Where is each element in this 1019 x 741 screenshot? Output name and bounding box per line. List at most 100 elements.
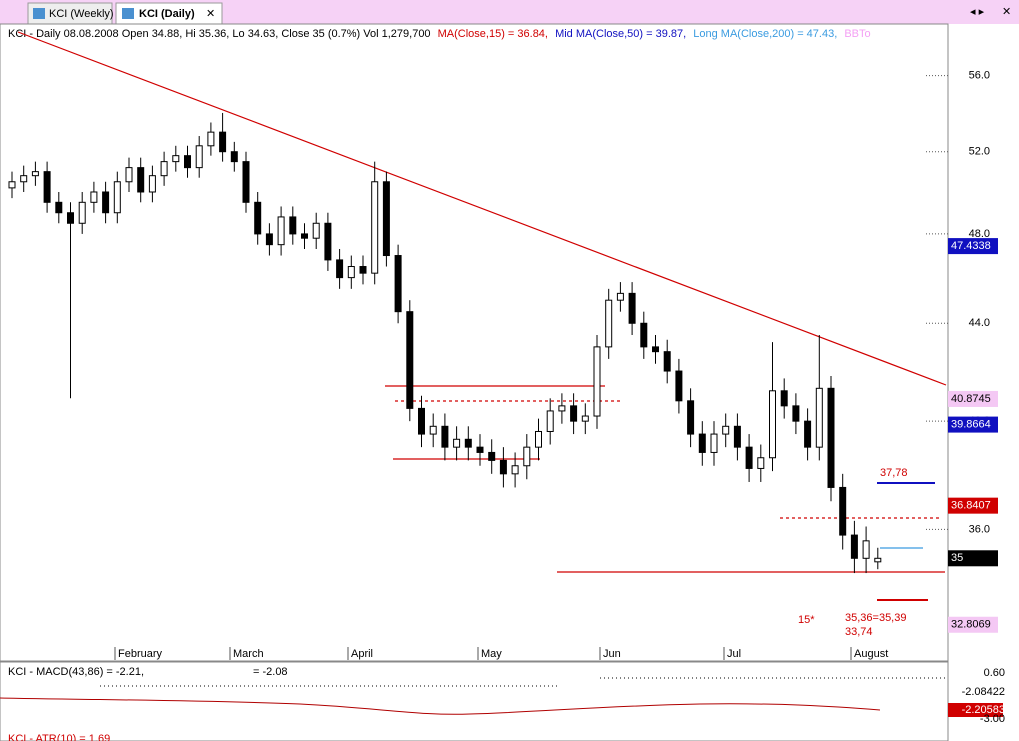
candle-body [67, 212, 74, 224]
candle-body [535, 430, 542, 448]
candle-body [184, 155, 191, 169]
tab-label: KCI (Daily) [139, 8, 195, 20]
candle-body [733, 425, 741, 448]
candle-body [55, 201, 63, 214]
candle-body [570, 405, 578, 422]
candle-body [511, 465, 519, 475]
candle-body [43, 171, 51, 203]
y-tick-label: 48.0 [969, 228, 990, 240]
candle-body [160, 161, 168, 177]
candles [8, 112, 882, 574]
nav-arrows[interactable]: ◂ ▸ [970, 6, 985, 18]
candle-body [722, 425, 730, 435]
candle-body [125, 167, 133, 183]
candle-body [441, 425, 449, 448]
candle-body [394, 255, 402, 313]
macd-line [0, 697, 881, 715]
close-button[interactable]: ✕ [1002, 6, 1011, 18]
candle-body [277, 216, 285, 246]
candle-body [640, 322, 648, 348]
macd-label: KCI - MACD(43,86) = -2.21, [8, 666, 144, 678]
candle-body [90, 191, 98, 203]
candle-body [137, 167, 145, 193]
candle-body [219, 131, 227, 153]
candle-body [628, 292, 636, 324]
candle-body [195, 145, 203, 169]
month-label: May [481, 648, 502, 660]
ma200: Long MA(Close,200) = 47.43, [693, 28, 837, 40]
annotation: 35,36=35,39 [845, 612, 906, 624]
price-label: 40.8745 [951, 393, 991, 405]
price-label-box [948, 416, 998, 433]
candle-body [593, 346, 601, 417]
candle-body [148, 175, 156, 193]
macd-tick-label: -2.20583 [962, 704, 1005, 716]
candle-body [371, 181, 379, 274]
month-label: August [854, 648, 888, 660]
header-line: KCI - Daily 08.08.2008 Open 34.88, Hi 35… [8, 28, 871, 40]
candle-body [20, 175, 28, 183]
price-label-box [948, 238, 998, 255]
candle-body [769, 390, 776, 459]
candle-body [698, 433, 706, 453]
price-label: 47.4338 [951, 240, 991, 252]
candle-body [804, 420, 812, 448]
candle-body [464, 438, 472, 448]
candle-body [827, 387, 835, 488]
candle-body [757, 457, 765, 469]
month-label: April [351, 648, 373, 660]
candle-body [499, 459, 507, 475]
annotation: 37,78 [880, 467, 908, 479]
tab[interactable]: KCI (Daily) ✕ [115, 2, 223, 25]
price-label: 35 [951, 552, 963, 564]
candle-body [862, 540, 870, 559]
ma15: MA(Close,15) = 36.84, [438, 28, 548, 40]
month-label: February [118, 648, 163, 660]
candle-body [336, 259, 344, 279]
annotation: 15* [798, 614, 815, 626]
candle-body [265, 233, 273, 246]
candle-body [429, 425, 437, 435]
price-label: 32.8069 [951, 619, 991, 631]
macd-pane [0, 661, 949, 741]
tab-close[interactable]: ✕ [206, 8, 215, 20]
candle-body [418, 407, 425, 435]
annotation: 33,74 [845, 626, 873, 638]
candle-body [347, 266, 355, 279]
price-label-box [948, 390, 998, 407]
candle-body [675, 370, 683, 402]
candle-body [850, 534, 858, 559]
candle-body [301, 233, 308, 239]
trend-lines [17, 31, 947, 601]
macd-tick-label: -2.08422 [962, 686, 1005, 698]
candle-body [605, 299, 613, 348]
month-label: March [233, 648, 264, 660]
candle-body [839, 486, 847, 536]
macd-tick-label: 0.60 [984, 667, 1005, 679]
candle-body [230, 151, 238, 163]
candle-body [172, 155, 180, 163]
candle-body [780, 390, 788, 407]
candle-body [581, 415, 589, 422]
candle-body [476, 446, 484, 453]
price-axis [948, 24, 1019, 741]
candle-body [113, 181, 121, 214]
price-label: 36.8407 [951, 500, 991, 512]
y-tick-label: 56.0 [969, 70, 990, 82]
tab[interactable]: KCI (Weekly) [27, 2, 114, 25]
candle-body [663, 351, 671, 372]
macd-tick-label: -3.00 [980, 713, 1005, 725]
candle-body [488, 451, 496, 461]
candle-body [874, 557, 882, 563]
candle-body [616, 292, 624, 301]
candle-body [8, 181, 16, 189]
y-tick-label: 44.0 [969, 317, 990, 329]
price-label-box [948, 497, 998, 514]
tab-label: KCI (Weekly) [49, 8, 114, 20]
candle-body [652, 346, 659, 353]
candle-body [558, 405, 566, 412]
tab-icon [33, 8, 45, 19]
candle-body [102, 191, 110, 214]
candle-body [242, 161, 250, 203]
